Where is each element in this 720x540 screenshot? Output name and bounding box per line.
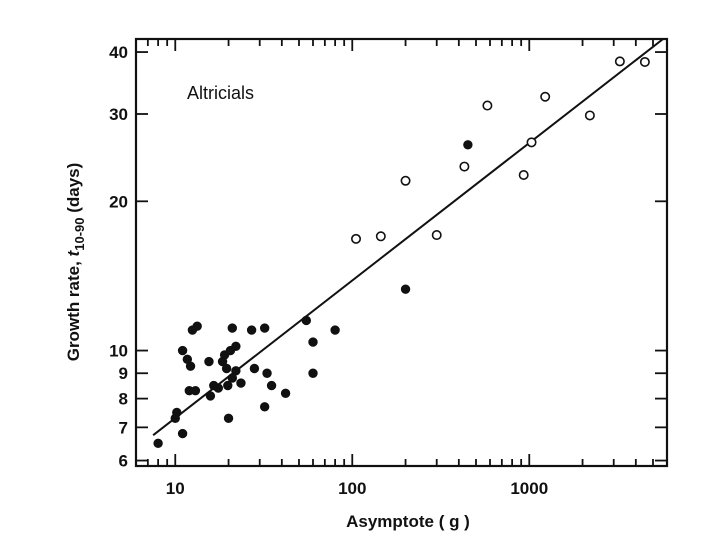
y-tick-label: 7 xyxy=(119,418,128,437)
x-axis-title: Asymptote ( g ) xyxy=(346,512,470,531)
filled-point xyxy=(236,378,246,388)
filled-point xyxy=(213,383,223,393)
y-tick-label: 30 xyxy=(109,105,128,124)
open-point xyxy=(540,91,551,102)
y-axis-title-main: Growth rate, xyxy=(64,256,83,361)
open-point xyxy=(584,110,595,121)
filled-point xyxy=(301,315,312,326)
filled-point xyxy=(231,341,241,351)
filled-point xyxy=(259,402,270,412)
y-axis-title: Growth rate, t10-90 (days) xyxy=(64,163,87,362)
y-axis-ticks xyxy=(136,51,667,462)
y-tick-label: 6 xyxy=(119,452,128,471)
open-point xyxy=(400,175,411,186)
altricials-annotation: Altricials xyxy=(187,83,254,103)
y-tick-label: 8 xyxy=(119,390,128,409)
filled-point xyxy=(221,363,232,374)
y-tick-label: 20 xyxy=(109,192,128,211)
filled-point xyxy=(330,325,340,335)
filled-point xyxy=(172,407,182,418)
open-point xyxy=(351,233,362,244)
y-tick-label: 10 xyxy=(109,342,128,361)
filled-point xyxy=(266,380,277,391)
filled-point xyxy=(400,284,411,294)
filled-point xyxy=(227,323,238,333)
x-axis-tick-labels: 10 100 1000 xyxy=(166,479,548,498)
open-point xyxy=(639,56,650,67)
filled-point xyxy=(185,361,196,371)
filled-point xyxy=(280,388,291,398)
plot-frame xyxy=(134,37,669,468)
filled-point xyxy=(308,368,318,378)
filled-point xyxy=(223,380,233,391)
filled-point xyxy=(246,325,257,335)
data-points xyxy=(153,56,650,449)
x-tick-label: 100 xyxy=(338,479,366,498)
filled-point xyxy=(259,323,270,333)
filled-point xyxy=(177,345,188,356)
open-point xyxy=(518,169,529,180)
filled-point xyxy=(204,356,214,367)
open-point xyxy=(482,100,493,111)
y-axis-title-t: t xyxy=(64,249,83,256)
y-axis-tick-labels: 6 7 8 9 10 20 30 40 xyxy=(109,43,128,470)
open-point xyxy=(459,161,470,172)
y-tick-label: 40 xyxy=(109,43,128,62)
filled-point xyxy=(463,140,473,150)
x-tick-label: 1000 xyxy=(510,479,548,498)
filled-point xyxy=(249,363,260,374)
filled-point xyxy=(262,368,272,378)
open-point xyxy=(526,137,537,148)
y-axis-title-tail: (days) xyxy=(64,163,83,218)
open-point xyxy=(431,230,442,241)
filled-point xyxy=(153,438,163,449)
filled-point xyxy=(192,321,202,331)
filled-point xyxy=(190,385,201,396)
filled-point xyxy=(308,337,318,347)
x-tick-label: 10 xyxy=(166,479,185,498)
y-axis-title-subscript: 10-90 xyxy=(72,218,87,251)
x-axis-ticks xyxy=(135,39,668,466)
filled-point xyxy=(231,366,241,376)
filled-point xyxy=(223,413,234,424)
y-tick-label: 9 xyxy=(119,364,128,383)
filled-point xyxy=(205,391,216,401)
open-point xyxy=(375,231,386,242)
filled-point xyxy=(177,428,188,439)
open-point xyxy=(614,56,625,67)
